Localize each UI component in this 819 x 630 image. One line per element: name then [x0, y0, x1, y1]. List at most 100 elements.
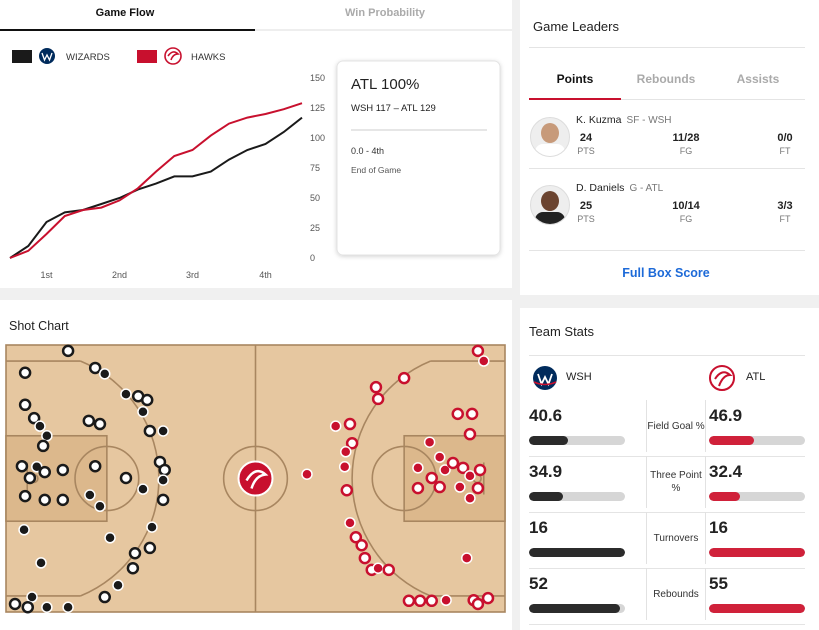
stat-value: 16: [529, 518, 548, 537]
stat-label: FG: [679, 214, 693, 224]
missed-shot: [397, 371, 411, 385]
stat-row: 16 16 Turnovers: [529, 512, 805, 569]
missed-shot: [18, 366, 32, 380]
missed-shot: [93, 417, 107, 431]
missed-shot: [471, 481, 485, 495]
missed-shot: [413, 594, 427, 608]
stat-value: 24: [579, 132, 593, 144]
stat-bar-track: [709, 548, 805, 557]
made-shot: [94, 500, 106, 513]
team-name: WSH: [566, 371, 592, 383]
series-line: [9, 102, 303, 259]
stat-bar-track: [709, 604, 805, 613]
stat-bar: [709, 548, 805, 557]
y-tick-label: 25: [310, 223, 320, 233]
made-shot: [478, 355, 490, 367]
court: [5, 344, 506, 614]
win-probability-card: [336, 60, 501, 256]
team-name: ATL: [746, 371, 766, 383]
missed-shot: [481, 591, 495, 605]
wizards-logo-mark: [41, 52, 53, 62]
player-line: D. Daniels G - ATL: [576, 182, 663, 194]
missed-shot: [61, 344, 75, 358]
missed-shot: [38, 493, 52, 507]
stat-bar: [529, 604, 620, 613]
stat-value: 46.9: [709, 406, 743, 425]
missed-shot: [8, 597, 22, 611]
missed-shot: [355, 539, 368, 552]
missed-shot: [23, 471, 37, 485]
missed-shot: [473, 463, 487, 477]
made-shot: [464, 492, 476, 505]
missed-shot: [56, 493, 70, 507]
made-shot: [439, 464, 451, 476]
team-stats-card: Team Stats WSH ATL 40.6 46.9 Field Goal % 3…: [520, 308, 819, 630]
missed-shot: [15, 459, 29, 473]
missed-shot: [128, 547, 142, 560]
missed-shot: [343, 417, 357, 431]
missed-shot: [425, 594, 438, 608]
made-shot: [41, 430, 53, 442]
made-shot: [461, 552, 473, 564]
final-score: WSH 117 – ATL 129: [351, 103, 436, 114]
missed-shot: [446, 456, 460, 470]
game-flow-plot: 0 25 50 75 100 125 150 1st 2nd 3rd 4th: [9, 73, 325, 280]
team-stats-title: Team Stats: [529, 324, 595, 339]
missed-shot: [36, 439, 50, 453]
stat-value: 16: [709, 518, 728, 537]
made-shot: [18, 524, 30, 536]
missed-shot: [143, 424, 157, 438]
tab-indicator: [529, 98, 621, 100]
stat-value: 25: [579, 200, 593, 212]
stat-value: 3/3: [777, 200, 793, 212]
stat-row: 52 55 Rebounds: [529, 568, 805, 625]
tab[interactable]: Win Probability: [345, 7, 426, 19]
divider: [529, 168, 805, 169]
tab[interactable]: Assists: [736, 72, 780, 86]
missed-shot: [456, 461, 470, 475]
missed-shot: [463, 427, 477, 441]
stat-label: PTS: [577, 146, 595, 156]
missed-shot: [56, 463, 70, 477]
player-avatar-head: [541, 123, 559, 143]
stat-label: Field Goal %: [646, 400, 706, 452]
made-shot: [157, 425, 169, 437]
stat-bar: [529, 492, 563, 501]
missed-shot: [88, 361, 102, 375]
y-tick-label: 150: [310, 73, 325, 83]
made-shot: [440, 594, 452, 607]
center-circle: [222, 445, 289, 512]
player-position: SF - WSH: [626, 115, 672, 126]
game-leaders-card: Game Leaders Points Rebounds Assists K. …: [520, 0, 819, 295]
hawks-logo-mark: [167, 51, 180, 61]
game-leaders-title: Game Leaders: [533, 19, 619, 34]
tab[interactable]: Points: [556, 72, 594, 86]
missed-shot: [471, 597, 485, 611]
y-tick-label: 50: [310, 193, 320, 203]
missed-shot: [471, 344, 485, 358]
wizards-logo-mark: [533, 381, 557, 386]
made-shot: [26, 591, 38, 603]
player-line: K. Kuzma SF - WSH: [576, 114, 672, 126]
tab[interactable]: Game Flow: [96, 7, 155, 19]
missed-shot: [27, 411, 41, 425]
player-avatar-head: [541, 191, 559, 211]
stat-row: 40.6 46.9 Field Goal %: [529, 400, 805, 457]
stat-bar: [529, 436, 568, 445]
tab[interactable]: Rebounds: [636, 72, 696, 86]
stat-value: 34.9: [529, 462, 563, 481]
win-probability-headline: ATL 100%: [351, 76, 419, 93]
made-shot: [84, 489, 96, 501]
missed-shot: [465, 407, 479, 421]
box-score-link[interactable]: Full Box Score: [622, 266, 710, 280]
divider: [529, 355, 805, 356]
missed-shot: [349, 530, 363, 544]
stat-label: Three Point %: [646, 456, 706, 508]
shot-chart-title: Shot Chart: [9, 319, 69, 333]
legend-label: WIZARDS: [66, 52, 110, 63]
stat-bar-track: [529, 548, 625, 557]
missed-shot: [156, 493, 170, 507]
stat-bar-track: [529, 492, 625, 501]
made-shot: [137, 406, 149, 418]
made-shot: [62, 601, 74, 613]
